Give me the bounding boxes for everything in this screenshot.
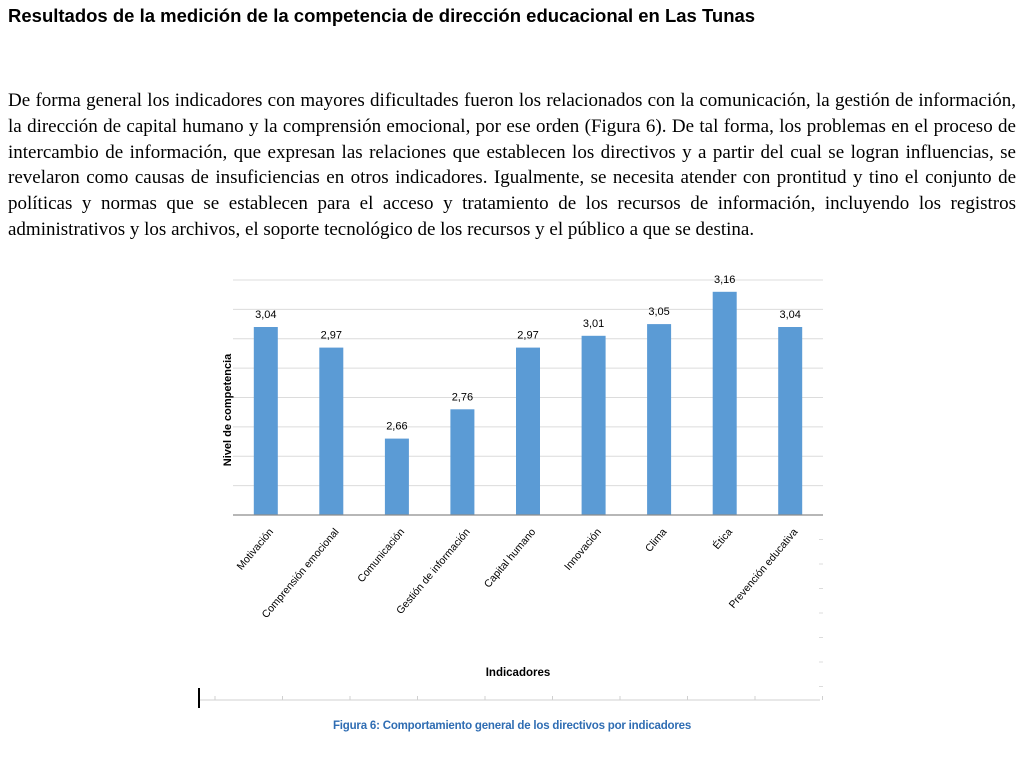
bar (450, 409, 475, 515)
data-label: 3,01 (583, 318, 604, 330)
bar (778, 327, 803, 515)
data-label: 3,16 (714, 274, 735, 286)
data-label: 3,05 (648, 306, 669, 318)
data-label: 2,76 (452, 391, 473, 403)
body-paragraph: De forma general los indicadores con may… (8, 90, 1016, 240)
data-label: 2,97 (517, 330, 538, 342)
text-cursor (198, 688, 200, 708)
slide-title: Resultados de la medición de la competen… (8, 5, 756, 26)
x-tick-label: Gestión de información (394, 526, 473, 617)
x-tick-label: Comunicación (355, 526, 407, 585)
bar (647, 324, 672, 515)
x-tick-label: Comprensión emocional (260, 526, 342, 620)
data-label: 3,04 (255, 309, 276, 321)
bar (516, 347, 540, 515)
bar (581, 335, 606, 515)
bar (253, 327, 278, 515)
y-axis-title: Nivel de competencia (222, 353, 234, 466)
figure-caption: Figura 6: Comportamiento general de los … (332, 720, 692, 732)
x-tick-label: Motivación (235, 526, 277, 572)
bar-chart: 3,04 2,97 2,66 2,76 2,97 3,01 3,05 3,16 3,04 Mot… (198, 270, 826, 708)
x-axis-title: Indicadores (486, 667, 551, 679)
data-label-group: 3,04 2,97 2,66 2,76 2,97 3,01 3,05 3,16 3,04 (255, 274, 801, 433)
data-label: 2,97 (321, 330, 342, 342)
x-tick-label: Innovación (562, 526, 604, 573)
bottom-border-ticks (214, 696, 823, 700)
bar (712, 291, 737, 516)
x-tick-label: Capital humano (482, 526, 539, 590)
bar (319, 347, 344, 515)
bar (384, 438, 409, 515)
data-label: 2,66 (386, 421, 407, 433)
x-tick-label: Prevención educativa (727, 526, 801, 611)
data-label: 3,04 (779, 309, 800, 321)
x-tick-label: Clima (643, 526, 670, 554)
chart-canvas: 3,04 2,97 2,66 2,76 2,97 3,01 3,05 3,16 3,04 Mot… (198, 274, 823, 701)
x-tick-label: Ética (710, 525, 735, 551)
bar-group (253, 291, 803, 516)
